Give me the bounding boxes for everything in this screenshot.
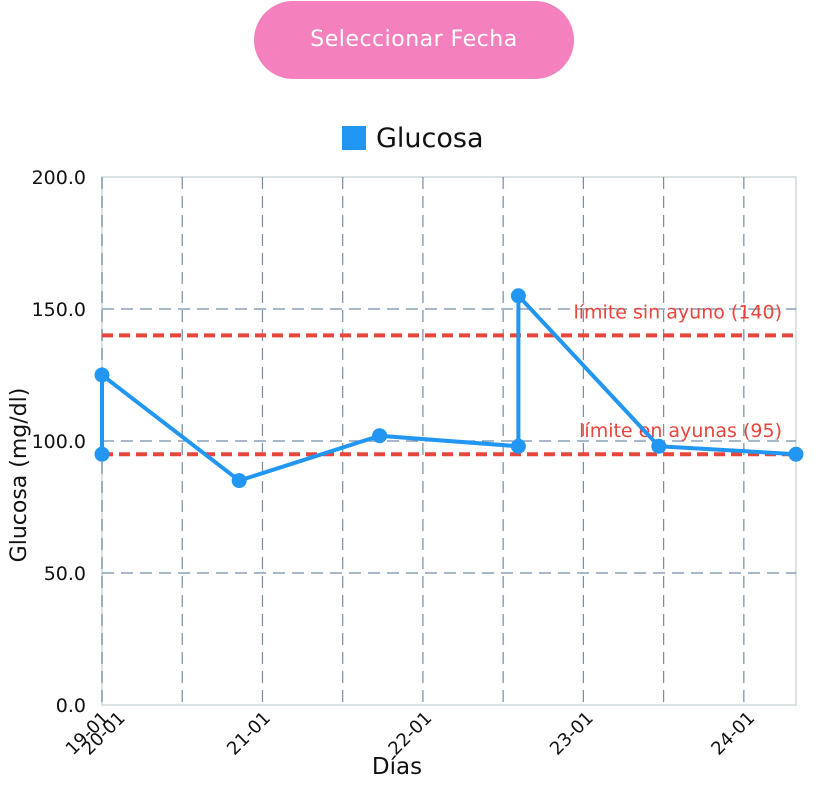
x-tick-label: 22-01 [384, 708, 436, 760]
data-point [788, 446, 804, 462]
select-date-button[interactable]: Seleccionar Fecha [254, 1, 574, 79]
data-point [94, 367, 110, 383]
data-point [372, 428, 388, 444]
data-point [651, 438, 667, 454]
y-axis-title: Glucosa (mg/dl) [7, 388, 32, 563]
y-tick-label: 0.0 [56, 695, 86, 717]
y-tick-label: 50.0 [44, 563, 86, 585]
chart-legend: Glucosa [342, 118, 484, 158]
legend-label-glucosa: Glucosa [376, 122, 484, 154]
data-point [510, 438, 526, 454]
data-point [510, 288, 526, 304]
y-tick-label: 150.0 [32, 299, 86, 321]
series-line [100, 293, 797, 483]
legend-swatch [342, 126, 366, 150]
x-tick-label: 21-01 [223, 708, 275, 760]
x-tick-label: 24-01 [707, 708, 759, 760]
y-tick-label: 100.0 [32, 431, 86, 453]
limit-label: límite sin ayuno (140) [573, 301, 782, 323]
x-tick-label: 23-01 [546, 708, 598, 760]
x-axis-title: Días [372, 754, 422, 780]
data-point [94, 446, 110, 462]
data-point [231, 473, 247, 489]
y-tick-label: 200.0 [32, 167, 86, 189]
limit-label: límite en ayunas (95) [579, 420, 782, 442]
